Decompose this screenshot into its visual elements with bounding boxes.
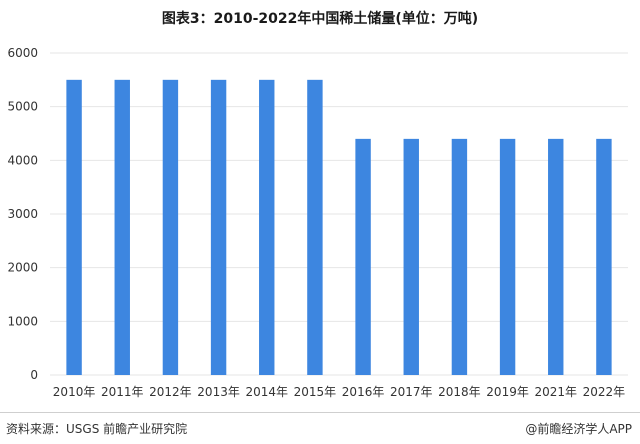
x-axis: 2010年 2011年 2012年 2013年 2014年 2015年 2016年 2017年… [53,385,625,399]
x-tick-label: 2011年 [101,385,144,399]
footer-divider [0,412,640,413]
y-tick-label: 1000 [7,314,38,328]
bar [548,138,564,375]
bar [596,138,612,375]
source-note: 资料来源：USGS 前瞻产业研究院 [6,422,188,436]
bar [403,138,419,375]
y-tick-label: 2000 [7,261,38,275]
x-tick-label: 2017年 [390,385,433,399]
x-tick-label: 2018年 [438,385,481,399]
bar [451,138,468,375]
x-tick-label: 2013年 [197,385,240,399]
bar [114,79,130,375]
y-tick-label: 0 [30,368,38,382]
bar-chart: 0 1000 2000 3000 4000 5000 6000 2010年 2011年 2012… [7,46,628,399]
x-tick-label: 2014年 [245,385,288,399]
credit-note: @前瞻经济学人APP [525,422,632,436]
bar [259,79,275,375]
chart-title: 图表3：2010-2022年中国稀土储量(单位：万吨) [161,11,479,27]
bar [210,79,227,375]
y-tick-label: 5000 [7,100,38,114]
x-tick-label: 2022年 [583,385,626,399]
bar [499,138,516,375]
bar [355,138,371,375]
x-tick-label: 2021年 [534,385,577,399]
x-tick-label: 2015年 [294,385,337,399]
x-tick-label: 2016年 [342,385,385,399]
y-tick-label: 4000 [7,153,38,167]
y-tick-label: 6000 [7,46,38,60]
x-tick-label: 2019年 [486,385,529,399]
y-axis: 0 1000 2000 3000 4000 5000 6000 [7,46,38,382]
bar [307,79,323,375]
x-tick-label: 2012年 [149,385,192,399]
bar [66,79,82,375]
x-tick-label: 2010年 [53,385,96,399]
bars [66,79,612,375]
gridlines [50,52,628,376]
bar [162,79,179,375]
y-tick-label: 3000 [7,207,38,221]
